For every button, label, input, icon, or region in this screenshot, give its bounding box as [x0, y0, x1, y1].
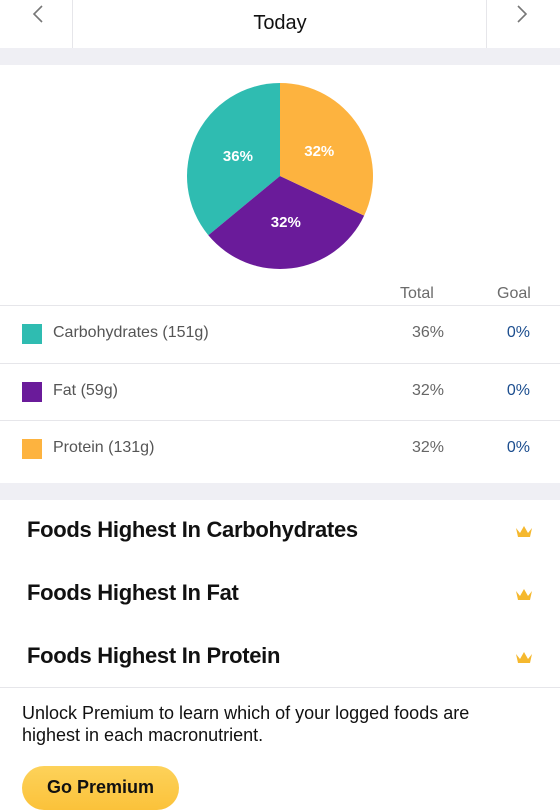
goal-value: 0% — [506, 324, 530, 341]
crown-shape — [516, 652, 532, 663]
separator — [0, 305, 560, 306]
band — [0, 48, 560, 65]
legend-swatch — [22, 439, 42, 459]
total-value: 36% — [411, 324, 444, 341]
crown-shape — [516, 589, 532, 600]
go-premium-button[interactable]: Go Premium — [22, 766, 179, 810]
legend-swatch — [22, 324, 42, 344]
divider — [72, 0, 73, 48]
separator — [0, 687, 560, 688]
pie-slice — [208, 176, 365, 269]
macro-name: Protein (131g) — [53, 439, 155, 456]
pie-chart: 36% 32% 32% — [187, 83, 374, 269]
macro-name: Carbohydrates (151g) — [53, 324, 209, 341]
prev-button[interactable] — [30, 4, 46, 24]
slice-label: 36% — [223, 148, 253, 165]
crown-icon — [516, 589, 532, 600]
next-button[interactable] — [514, 4, 530, 24]
pie-slice — [187, 83, 280, 236]
legend-swatch — [22, 381, 42, 402]
slice-label: 32% — [304, 143, 334, 160]
food-link[interactable]: Foods Highest In Carbohydrates — [27, 517, 358, 542]
crown-icon — [516, 652, 532, 663]
column-header: Goal — [497, 285, 531, 302]
separator — [0, 362, 560, 364]
goal-value: 0% — [506, 439, 530, 456]
total-value: 32% — [411, 381, 444, 399]
macro-name: Fat (59g) — [53, 381, 118, 399]
divider — [486, 0, 487, 48]
goal-value: 0% — [506, 381, 530, 399]
crown-icon — [516, 526, 532, 537]
premium-text: Unlock Premium to learn which of your lo… — [22, 703, 470, 745]
macro-row: Carbohydrates (151g) 36% 0% — [0, 306, 560, 363]
crown-shape — [516, 526, 532, 537]
macro-row: Protein (131g) 32% 0% — [0, 421, 560, 478]
separator — [0, 420, 560, 421]
top-bar: Today — [0, 0, 560, 48]
food-link[interactable]: Foods Highest In Protein — [27, 643, 281, 668]
total-value: 32% — [411, 439, 444, 456]
food-link[interactable]: Foods Highest In Fat — [27, 580, 239, 605]
date-title: Today — [253, 12, 307, 34]
slice-label: 32% — [271, 214, 301, 231]
macro-row: Fat (59g) 32% 0% — [0, 364, 560, 421]
column-header: Total — [400, 285, 434, 302]
pie-slice — [280, 83, 374, 216]
band — [0, 483, 560, 500]
